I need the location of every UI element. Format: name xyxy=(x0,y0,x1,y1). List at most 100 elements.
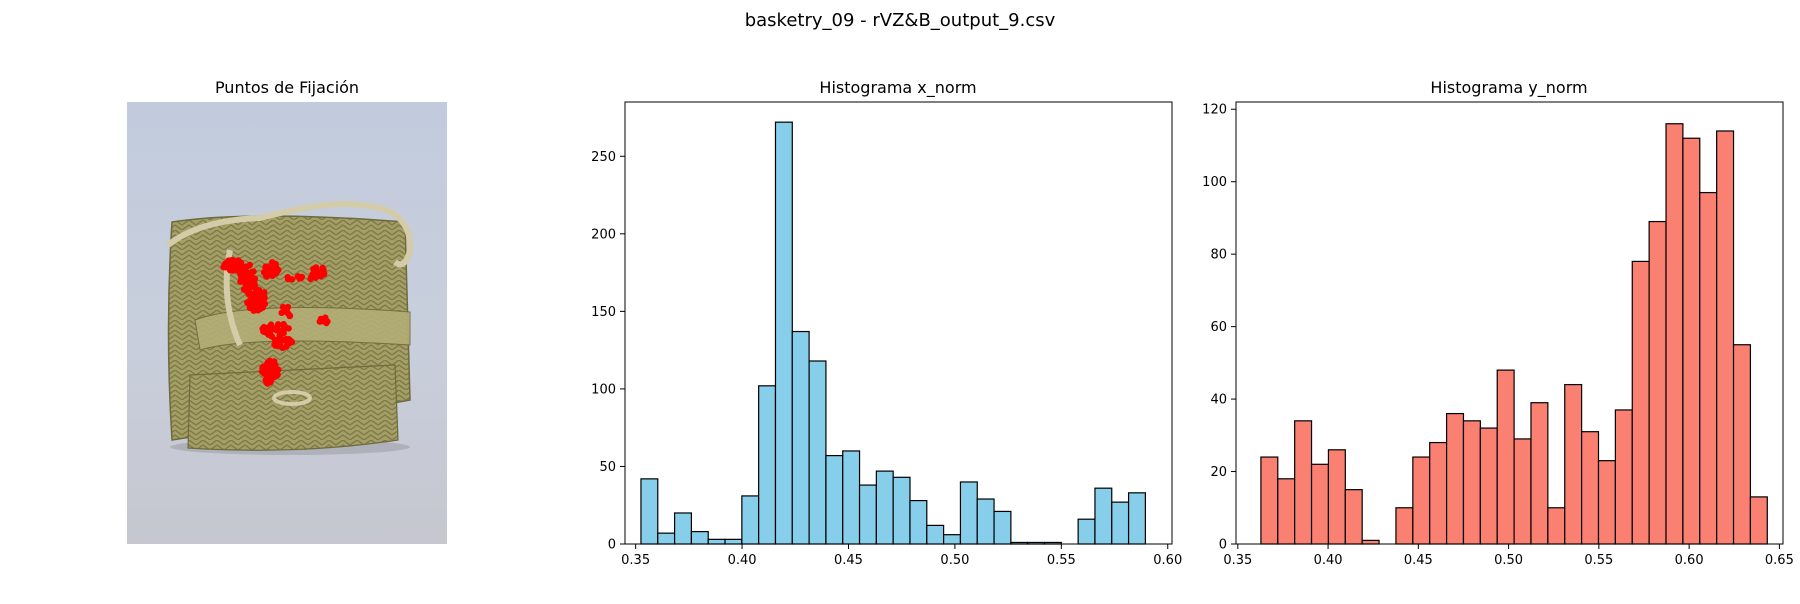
histogram-y-ytick-label: 20 xyxy=(1210,465,1227,480)
histogram-y-bar xyxy=(1277,478,1296,545)
histogram-x-bar xyxy=(707,538,726,545)
histogram-x-bar xyxy=(774,121,793,545)
histogram-y-ytick-label: 120 xyxy=(1202,103,1227,118)
histogram-x-ytick-label: 150 xyxy=(591,305,616,320)
histogram-x-ytick-label: 100 xyxy=(591,382,616,397)
histogram-y-title: Histograma y_norm xyxy=(1430,78,1587,98)
histogram-x-bar xyxy=(1094,487,1113,545)
histogram-y-xtick-label: 0.35 xyxy=(1223,553,1252,568)
rope-handle xyxy=(166,200,414,268)
histogram-y-bar xyxy=(1260,456,1279,545)
histogram-y-xtick-label: 0.55 xyxy=(1584,553,1613,568)
histogram-y-frame xyxy=(1235,101,1784,545)
histogram-x-xtick-label: 0.60 xyxy=(1153,553,1182,568)
histogram-x-xtick-label: 0.40 xyxy=(728,553,757,568)
histogram-y-bar xyxy=(1547,507,1566,545)
histogram-y-ytick-label: 100 xyxy=(1202,175,1227,190)
histogram-x-bar xyxy=(842,450,861,545)
histogram-x-bar xyxy=(875,470,894,545)
histogram-y-bar xyxy=(1462,420,1481,545)
histogram-x-bar xyxy=(892,476,911,545)
histogram-x-bar xyxy=(724,538,743,545)
histogram-y-bar xyxy=(1361,539,1380,545)
histogram-x-bar xyxy=(993,510,1012,545)
histogram-y-bars xyxy=(1260,123,1768,545)
histogram-x-bar xyxy=(943,534,962,545)
histogram-y-bar xyxy=(1631,260,1650,545)
histogram-y-bar xyxy=(1648,220,1667,545)
rope-bottom-loop xyxy=(272,390,312,406)
histogram-y-xtick-label: 0.60 xyxy=(1675,553,1704,568)
histogram-y-bar xyxy=(1716,130,1735,545)
histogram-x-bar xyxy=(791,330,810,545)
basket-lower-flap xyxy=(187,364,399,451)
basket-strap xyxy=(194,307,411,351)
histogram-x-bar xyxy=(808,360,827,545)
histogram-x-bar xyxy=(1111,501,1130,545)
image-panel: Puntos de Fijación xyxy=(127,78,447,544)
histogram-y-ytick-label: 60 xyxy=(1210,320,1227,335)
image-panel-title: Puntos de Fijación xyxy=(215,78,359,97)
histogram-x-xtick-label: 0.55 xyxy=(1047,553,1076,568)
histogram-x-bar xyxy=(1077,518,1096,545)
histogram-x-bar xyxy=(909,499,928,545)
histogram-y-bar xyxy=(1665,123,1684,545)
histogram-y-bar xyxy=(1429,441,1448,545)
histogram-y-bar xyxy=(1699,191,1718,545)
histogram-y-bar xyxy=(1530,402,1549,545)
histogram-x-ytick-label: 250 xyxy=(591,150,616,165)
histogram-x-title: Histograma x_norm xyxy=(819,78,976,98)
histogram-y-bar xyxy=(1496,369,1515,545)
histogram-y-ytick-label: 80 xyxy=(1210,248,1227,263)
histogram-y-bar xyxy=(1310,463,1330,545)
histogram-y-xtick-label: 0.65 xyxy=(1765,553,1794,568)
histogram-x-bar xyxy=(690,530,709,545)
histogram-x-bar xyxy=(741,495,760,545)
histogram-y-bar xyxy=(1479,427,1498,545)
histogram-x-ytick-label: 0 xyxy=(608,538,616,553)
histogram-x-bar xyxy=(858,484,877,545)
histogram-y-bar xyxy=(1412,456,1431,545)
histogram-x-yaxis: 0 50 100 150 200 250 xyxy=(591,150,625,553)
histogram-x-bar xyxy=(1127,492,1146,545)
histogram-x-xtick-label: 0.45 xyxy=(834,553,863,568)
histogram-y-bar xyxy=(1564,383,1583,545)
histogram-y-panel: Histograma y_norm 0.35 0.40 0.45 0.50 0.55 0.… xyxy=(1202,78,1794,568)
histogram-x-bars xyxy=(640,121,1146,545)
histogram-x-xaxis: 0.35 0.40 0.45 0.50 0.55 0.60 xyxy=(621,544,1182,568)
histogram-x-bar xyxy=(673,512,693,545)
histogram-y-bar xyxy=(1445,412,1465,545)
histogram-x-bar xyxy=(758,385,777,545)
fixation-points xyxy=(220,257,331,387)
histogram-y-bar xyxy=(1597,460,1616,545)
histogram-x-frame xyxy=(624,101,1173,545)
histogram-y-xtick-label: 0.45 xyxy=(1404,553,1433,568)
histogram-y-yaxis: 0 20 40 60 80 100 120 xyxy=(1202,103,1236,553)
histogram-y-ytick-label: 40 xyxy=(1210,393,1227,408)
histogram-x-bar xyxy=(825,455,844,545)
histogram-x-bar xyxy=(976,498,995,545)
histogram-y-xtick-label: 0.40 xyxy=(1314,553,1343,568)
histogram-y-bar xyxy=(1327,449,1346,545)
histogram-x-xtick-label: 0.35 xyxy=(621,553,650,568)
histogram-y-xtick-label: 0.50 xyxy=(1494,553,1523,568)
histogram-y-ytick-label: 0 xyxy=(1219,538,1227,553)
histogram-x-bar xyxy=(657,532,676,545)
histogram-y-xaxis: 0.35 0.40 0.45 0.50 0.55 0.60 0.65 xyxy=(1223,544,1794,568)
histogram-x-ytick-label: 200 xyxy=(591,227,616,242)
histogram-y-bar xyxy=(1732,344,1752,545)
figure-suptitle: basketry_09 - rVZ&B_output_9.csv xyxy=(745,10,1056,31)
histogram-x-panel: Histograma x_norm 0.35 0.40 0.45 0.50 0.55 0.… xyxy=(591,78,1182,568)
histogram-y-bar xyxy=(1682,137,1701,545)
histogram-x-xtick-label: 0.50 xyxy=(940,553,969,568)
histogram-x-bar xyxy=(640,478,659,545)
histogram-x-ytick-label: 50 xyxy=(599,460,616,475)
histogram-y-bar xyxy=(1395,507,1414,545)
basket-photo xyxy=(127,102,447,544)
histogram-y-bar xyxy=(1749,496,1768,545)
histogram-x-bar xyxy=(926,524,945,545)
histogram-y-bar xyxy=(1614,409,1633,545)
histogram-y-bar xyxy=(1294,420,1313,545)
